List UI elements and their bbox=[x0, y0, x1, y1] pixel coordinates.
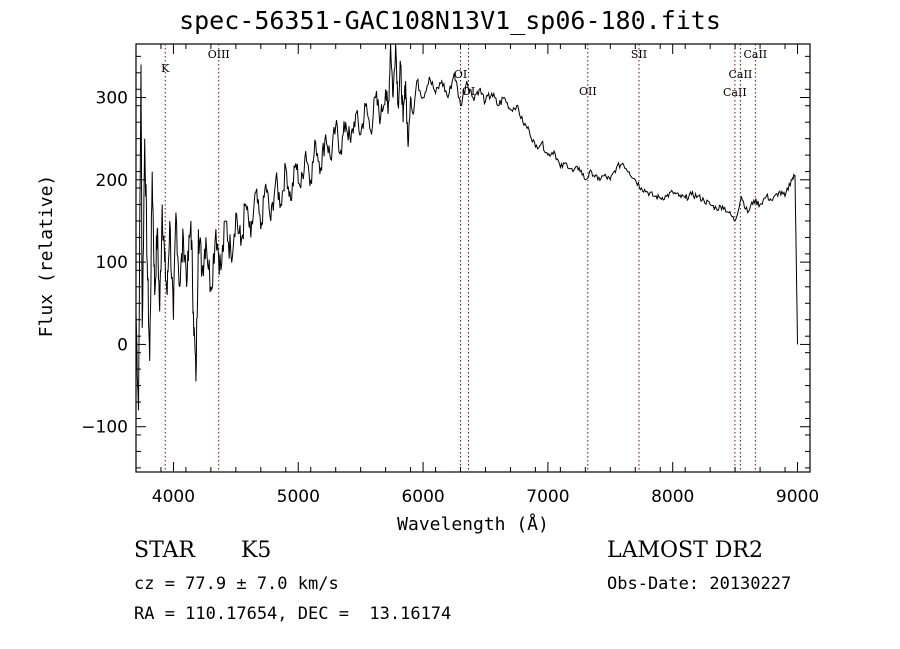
spectrum-line bbox=[135, 43, 798, 411]
x-tick-label: 7000 bbox=[526, 487, 569, 507]
y-tick-label: −100 bbox=[81, 418, 128, 438]
y-tick-label: 300 bbox=[96, 89, 128, 109]
x-tick-label: 8000 bbox=[651, 487, 694, 507]
x-tick-label: 9000 bbox=[776, 487, 819, 507]
spectral-line-label: K bbox=[161, 62, 170, 75]
x-tick-label: 4000 bbox=[152, 487, 195, 507]
object-subclass: K5 bbox=[241, 538, 272, 563]
axis-ticks: 4000 5000 6000 7000 8000 9000 −100 0 100 200 300 bbox=[81, 44, 819, 507]
coordinates: RA = 110.17654, DEC = 13.16174 bbox=[134, 604, 452, 624]
spectral-line-label: OI bbox=[454, 68, 467, 81]
spectral-line-label: CaII bbox=[743, 48, 767, 61]
spectral-line-label: CaII bbox=[729, 68, 753, 81]
spectral-line-label: CaII bbox=[723, 86, 747, 99]
y-tick-label: 0 bbox=[117, 335, 128, 355]
y-tick-label: 100 bbox=[96, 253, 128, 273]
observation-date: Obs-Date: 20130227 bbox=[607, 574, 792, 594]
spectral-line-label: SII bbox=[631, 48, 647, 61]
x-tick-label: 6000 bbox=[401, 487, 444, 507]
survey-name: LAMOST DR2 bbox=[607, 538, 763, 563]
plot-frame bbox=[135, 43, 811, 473]
spectral-line-label: OII bbox=[579, 85, 597, 98]
x-tick-label: 5000 bbox=[277, 487, 320, 507]
y-axis-label: Flux (relative) bbox=[36, 175, 57, 338]
redshift-velocity: cz = 77.9 ± 7.0 km/s bbox=[134, 574, 339, 594]
x-axis-label: Wavelength (Å) bbox=[397, 513, 549, 535]
y-tick-label: 200 bbox=[96, 171, 128, 191]
object-class: STAR bbox=[134, 538, 195, 563]
chart-title: spec-56351-GAC108N13V1_sp06-180.fits bbox=[179, 6, 721, 35]
spectral-line-label: OIII bbox=[208, 48, 230, 61]
